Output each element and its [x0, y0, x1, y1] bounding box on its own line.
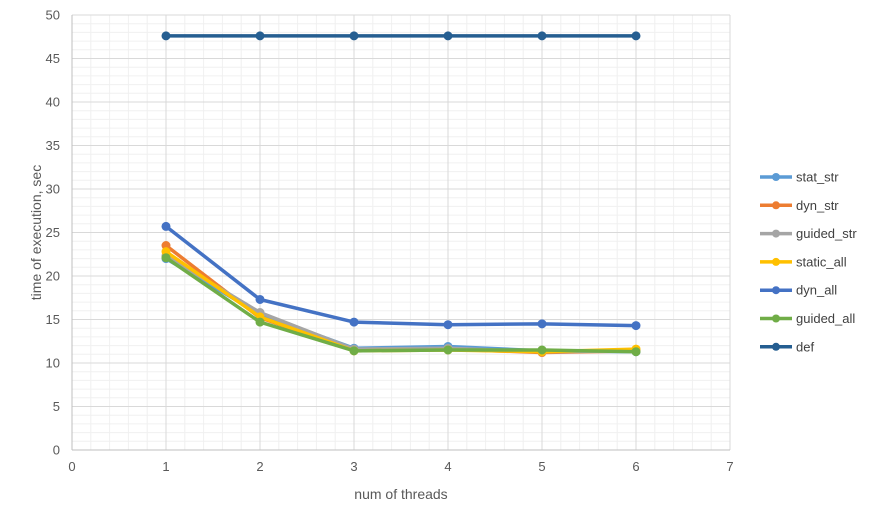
data-point-dyn_all: [537, 319, 547, 329]
data-point-dyn_all: [349, 317, 359, 327]
legend-swatch-marker: [772, 229, 780, 238]
data-point-def: [443, 31, 453, 41]
y-tick-label: 40: [46, 95, 60, 110]
x-tick-label: 1: [162, 459, 169, 474]
data-point-guided_all: [631, 347, 641, 357]
legend-label: static_all: [796, 254, 847, 269]
legend-item-guided_all: guided_all: [760, 311, 855, 326]
x-tick-label: 3: [350, 459, 357, 474]
legend-item-dyn_all: dyn_all: [760, 283, 837, 298]
x-tick-label: 0: [68, 459, 75, 474]
legend-item-stat_str: stat_str: [760, 170, 839, 185]
legend-swatch-marker: [772, 257, 780, 266]
data-point-dyn_all: [255, 294, 265, 304]
major-gridlines: [72, 14, 731, 450]
legend-item-dyn_str: dyn_str: [760, 198, 839, 213]
data-point-guided_all: [443, 345, 453, 355]
series-line-guided_all: [164, 255, 638, 354]
data-point-def: [255, 31, 265, 41]
legend-label: stat_str: [796, 170, 839, 185]
data-point-def: [537, 31, 547, 41]
x-axis-title: num of threads: [354, 486, 447, 502]
y-tick-label: 50: [46, 8, 60, 23]
y-tick-label: 15: [46, 312, 60, 327]
legend-item-static_all: static_all: [760, 254, 847, 269]
y-tick-label: 30: [46, 182, 60, 197]
data-point-dyn_all: [631, 321, 641, 331]
legend-swatch-marker: [772, 342, 780, 351]
legend-swatch-marker: [772, 314, 780, 323]
data-point-def: [349, 31, 359, 41]
y-tick-label: 20: [46, 269, 60, 284]
series-guided_all: [161, 253, 641, 357]
data-point-guided_all: [161, 253, 171, 263]
legend-label: dyn_str: [796, 198, 839, 213]
legend-swatch-marker: [772, 201, 780, 210]
data-point-guided_all: [537, 345, 547, 355]
series-layer: [161, 31, 641, 358]
data-point-dyn_all: [443, 320, 453, 330]
legend-label: guided_str: [796, 226, 857, 241]
data-point-guided_all: [349, 346, 359, 356]
y-tick-label: 45: [46, 51, 60, 66]
data-point-def: [161, 31, 171, 41]
y-tick-label: 35: [46, 138, 60, 153]
series-def: [161, 31, 641, 41]
y-tick-label: 10: [46, 356, 60, 371]
legend-label: dyn_all: [796, 283, 837, 298]
legend-item-guided_str: guided_str: [760, 226, 857, 241]
y-tick-label: 25: [46, 225, 60, 240]
legend-label: def: [796, 339, 814, 354]
legend-label: guided_all: [796, 311, 855, 326]
legend-item-def: def: [760, 339, 814, 354]
x-tick-label: 7: [726, 459, 733, 474]
y-tick-label: 0: [53, 443, 60, 458]
x-tick-label: 5: [538, 459, 545, 474]
legend: stat_str dyn_str guided_str static_all dyn_a…: [760, 170, 857, 354]
data-point-def: [631, 31, 641, 41]
legend-swatch-marker: [772, 286, 780, 295]
data-point-guided_all: [255, 317, 265, 327]
x-tick-label: 4: [444, 459, 451, 474]
x-tick-label: 6: [632, 459, 639, 474]
legend-swatch-marker: [772, 173, 780, 181]
y-tick-label: 5: [53, 399, 60, 414]
data-point-dyn_all: [161, 221, 171, 231]
series-line-dyn_all: [164, 224, 638, 328]
y-axis-title: time of execution, sec: [28, 165, 44, 300]
x-tick-label: 2: [256, 459, 263, 474]
series-dyn_all: [161, 221, 641, 331]
